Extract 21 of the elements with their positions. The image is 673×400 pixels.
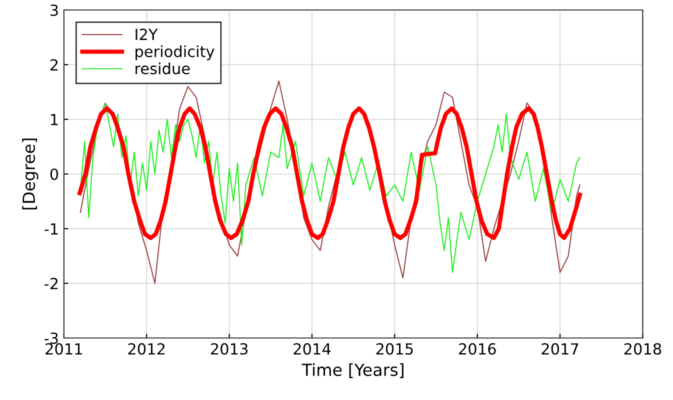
x-tick-label: 2017 bbox=[542, 343, 578, 355]
legend-label: I2Y bbox=[136, 28, 158, 40]
legend-label: residue bbox=[136, 62, 190, 74]
x-tick-label: 2018 bbox=[624, 343, 662, 355]
x-axis-title: Time [Years] bbox=[302, 363, 404, 378]
y-tick-label: 2 bbox=[50, 59, 58, 70]
x-tick-label: 2016 bbox=[459, 343, 496, 355]
x-tick-label: 2015 bbox=[376, 343, 413, 355]
legend-label: periodicity bbox=[136, 45, 214, 60]
x-tick-label: 2013 bbox=[210, 343, 248, 355]
y-tick-label: 0 bbox=[50, 168, 58, 180]
y-axis-title: [Degree] bbox=[22, 138, 38, 210]
y-tick-label: -2 bbox=[44, 278, 58, 290]
x-tick-label: 2012 bbox=[128, 343, 165, 355]
y-tick-label: 3 bbox=[50, 4, 58, 16]
y-tick-label: -3 bbox=[44, 332, 58, 344]
y-tick-label: -1 bbox=[44, 223, 58, 234]
line-series bbox=[78, 106, 582, 240]
x-tick-label: 2014 bbox=[294, 343, 331, 355]
x-tick-label: 2011 bbox=[46, 343, 82, 355]
y-tick-label: 1 bbox=[51, 114, 58, 126]
